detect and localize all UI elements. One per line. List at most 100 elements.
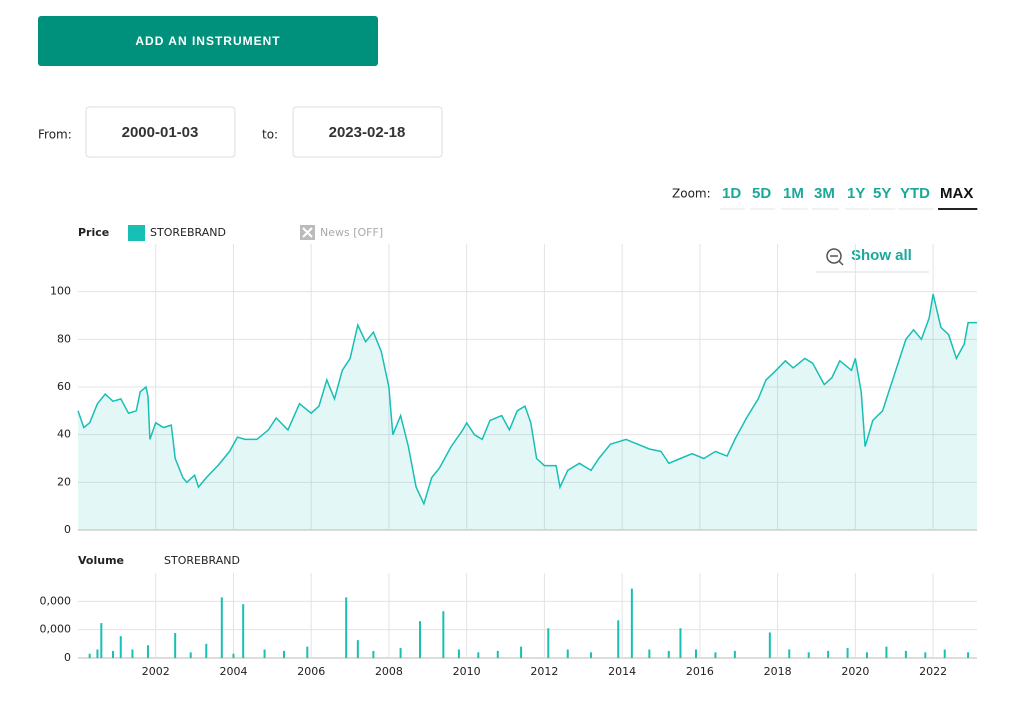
add-instrument-button[interactable]: ADD AN INSTRUMENT <box>38 16 378 66</box>
button-background[interactable] <box>38 16 378 66</box>
zoom-option[interactable]: 5Y <box>873 185 891 202</box>
volume-bar <box>630 588 633 658</box>
x-tick-label: 2002 <box>142 665 170 678</box>
from-label: From: <box>38 128 72 142</box>
volume-bar <box>96 649 99 658</box>
volume-bar <box>943 649 946 658</box>
volume-bar <box>263 649 266 658</box>
volume-bar <box>282 650 285 658</box>
show-all[interactable]: Show all <box>816 247 929 273</box>
y-tick-label: 40 <box>57 428 71 441</box>
volume-bar <box>345 597 348 658</box>
volume-bar <box>846 648 849 658</box>
y-tick-label: 20 <box>57 475 71 488</box>
x-tick-label: 2022 <box>919 665 947 678</box>
to-input[interactable] <box>292 106 443 158</box>
volume-bar <box>232 653 235 658</box>
volume-bar <box>827 650 830 658</box>
news-icon-cross[interactable] <box>302 227 313 238</box>
legend-label[interactable]: STOREBRAND <box>150 226 226 239</box>
volume-bar <box>146 645 149 658</box>
zoom-label: Zoom: <box>672 187 711 201</box>
volume-bar <box>714 652 717 658</box>
volume-bar <box>924 652 927 658</box>
x-tick-label: 2016 <box>686 665 714 678</box>
volume-bar <box>220 597 223 658</box>
volume-bar <box>496 650 499 658</box>
zoom-option[interactable]: 5D <box>752 185 771 202</box>
volume-bar <box>205 643 208 658</box>
to-date[interactable]: 2023-02-18 <box>329 124 406 141</box>
volume-bar <box>547 628 550 658</box>
legend-swatch <box>128 225 145 241</box>
volume-bar <box>885 646 888 658</box>
volume-bar <box>679 628 682 658</box>
from-date[interactable]: 2000-01-03 <box>122 124 199 141</box>
volume-bar <box>967 652 970 658</box>
zoom-out-icon[interactable] <box>826 248 842 264</box>
volume-bar <box>88 653 91 658</box>
volume-bar <box>788 649 791 658</box>
news-label[interactable]: News [OFF] <box>320 226 383 239</box>
zoom-option[interactable]: 1Y <box>847 185 865 202</box>
zoom-option[interactable]: 3M <box>814 185 835 202</box>
volume-bar <box>399 648 402 658</box>
volume-bar <box>866 652 869 658</box>
volume-bar <box>442 611 445 658</box>
charts: Price STOREBRAND 0 20 40 60 80 100 Volume STOREBR… <box>40 225 977 678</box>
volume-bar <box>807 652 810 658</box>
volume-bar <box>477 652 480 658</box>
zoom-options: 1D 5D 1M 3M 1Y 5Y YTD MAX <box>720 185 978 210</box>
volume-bar <box>242 604 245 658</box>
volume-bar <box>904 650 907 658</box>
volume-bar <box>189 652 192 658</box>
volume-bar <box>119 636 122 658</box>
volume-bar <box>768 632 771 658</box>
x-tick-label: 2008 <box>375 665 403 678</box>
news-toggle[interactable]: News [OFF] <box>300 225 383 240</box>
volume-bar <box>590 652 593 658</box>
y-tick-label: 100 <box>50 285 71 298</box>
y-tick-label: 0,000 <box>40 594 72 607</box>
price-area <box>78 294 977 530</box>
show-all-label[interactable]: Show all <box>851 247 912 264</box>
volume-bar <box>356 640 359 658</box>
volume-bar <box>174 633 177 658</box>
x-tick-label: 2010 <box>453 665 481 678</box>
volume-bar <box>457 649 460 658</box>
x-tick-label: 2014 <box>608 665 636 678</box>
to-label: to: <box>262 128 278 142</box>
y-tick-label: 80 <box>57 332 71 345</box>
volume-bar <box>131 649 134 658</box>
x-tick-label: 2018 <box>764 665 792 678</box>
chart-title: Price <box>78 226 109 239</box>
volume-bar <box>733 650 736 658</box>
volume-bar <box>648 649 651 658</box>
button-label[interactable]: ADD AN INSTRUMENT <box>135 34 280 48</box>
volume-bar <box>419 621 422 658</box>
y-tick-label: 0 <box>64 523 71 536</box>
volume-bar <box>306 646 309 658</box>
y-tick-label: 0,000 <box>40 623 72 636</box>
volume-bar <box>520 646 523 658</box>
price-line <box>77 293 977 506</box>
volume-bar <box>372 650 375 658</box>
zoom-option[interactable]: 1M <box>783 185 804 202</box>
zoom-out-handle[interactable] <box>838 260 844 266</box>
x-tick-label: 2006 <box>297 665 325 678</box>
y-tick-label: 60 <box>57 380 71 393</box>
x-tick-label: 2012 <box>530 665 558 678</box>
chart-title: Volume <box>78 554 124 567</box>
volume-bar <box>617 620 620 658</box>
zoom-option[interactable]: 1D <box>722 185 741 202</box>
zoom-option[interactable]: YTD <box>900 185 930 202</box>
zoom-option[interactable]: MAX <box>940 185 973 202</box>
volume-bar <box>566 649 569 658</box>
from-input[interactable] <box>85 106 236 158</box>
x-tick-label: 2004 <box>219 665 247 678</box>
legend-label[interactable]: STOREBRAND <box>164 554 240 567</box>
x-tick-label: 2020 <box>841 665 869 678</box>
volume-bar <box>100 623 103 658</box>
